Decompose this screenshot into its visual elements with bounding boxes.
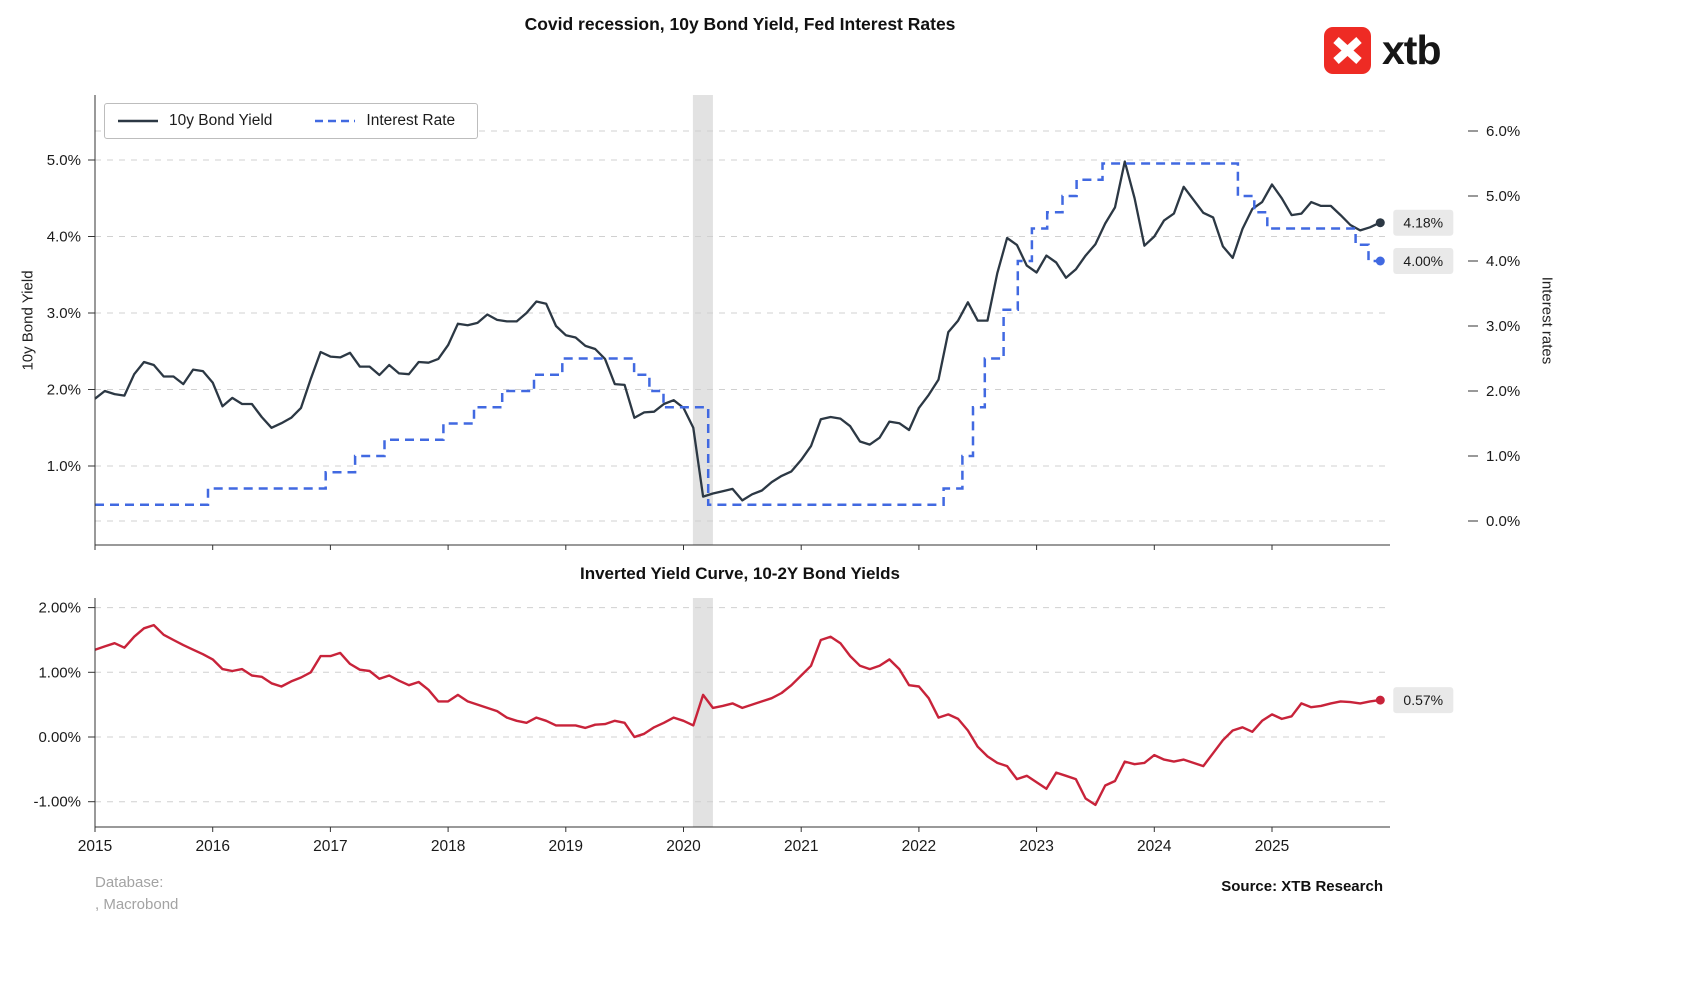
svg-text:1.00%: 1.00%: [38, 664, 81, 681]
svg-text:2023: 2023: [1019, 838, 1053, 855]
right-axis-title: Interest rates: [1538, 276, 1556, 365]
bottom-chart: 2.00% 1.00% 0.00% -1.00% 2015 2016 2017 2018 201…: [33, 598, 1454, 855]
legend-item-bond-yield: 10y Bond Yield: [117, 112, 272, 130]
top-axes: 5.0% 4.0% 3.0% 2.0% 1.0% 6.0% 5.0% 4.0% 3.0% 2.0%…: [47, 95, 1520, 550]
svg-text:3.0%: 3.0%: [1486, 318, 1520, 335]
svg-text:2.0%: 2.0%: [47, 382, 81, 399]
svg-text:5.0%: 5.0%: [47, 152, 81, 169]
bottom-axes: 2.00% 1.00% 0.00% -1.00% 2015 2016 2017 2018 201…: [33, 598, 1390, 855]
charts-svg: 5.0% 4.0% 3.0% 2.0% 1.0% 6.0% 5.0% 4.0% 3.0% 2.0%…: [33, 95, 1520, 855]
bond-yield-line-sample-icon: [118, 119, 158, 123]
recession-band-bottom: [692, 598, 713, 827]
svg-text:2015: 2015: [78, 838, 112, 855]
bond-yield-line: [94, 160, 1381, 502]
svg-text:0.00%: 0.00%: [38, 729, 81, 746]
legend-item-interest-rate: Interest Rate: [314, 112, 455, 130]
svg-text:4.00%: 4.00%: [1403, 253, 1443, 269]
recession-band-top: [692, 95, 713, 545]
bottom-end-labels: 0.57%: [1375, 687, 1454, 714]
svg-text:4.0%: 4.0%: [1486, 253, 1520, 270]
top-chart: 5.0% 4.0% 3.0% 2.0% 1.0% 6.0% 5.0% 4.0% 3.0% 2.0%…: [47, 95, 1520, 550]
xtb-logo: xtb: [1324, 27, 1441, 74]
svg-text:3.0%: 3.0%: [47, 305, 81, 322]
database-value: , Macrobond: [95, 896, 179, 913]
svg-text:2.0%: 2.0%: [1486, 383, 1520, 400]
svg-text:2018: 2018: [431, 838, 465, 855]
legend-label-interest-rate: Interest Rate: [366, 112, 456, 129]
xtb-logo-icon: [1324, 27, 1371, 74]
svg-text:4.18%: 4.18%: [1403, 215, 1443, 231]
bottom-chart-title: Inverted Yield Curve, 10-2Y Bond Yields: [580, 564, 900, 583]
svg-text:2019: 2019: [549, 838, 583, 855]
svg-text:5.0%: 5.0%: [1486, 188, 1520, 205]
bottom-gridlines: [95, 607, 1390, 803]
svg-text:2020: 2020: [666, 838, 701, 855]
svg-text:2021: 2021: [784, 838, 818, 855]
source-credit: Source: XTB Research: [1221, 878, 1383, 895]
top-chart-title: Covid recession, 10y Bond Yield, Fed Int…: [524, 14, 956, 34]
svg-text:2025: 2025: [1255, 838, 1289, 855]
svg-text:2022: 2022: [902, 838, 936, 855]
left-axis-title: 10y Bond Yield: [19, 270, 37, 371]
svg-text:1.0%: 1.0%: [1486, 448, 1520, 465]
top-end-labels: 4.18% 4.00%: [1375, 209, 1454, 274]
interest-rate-line-sample-icon: [315, 119, 356, 123]
legend-label-bond-yield: 10y Bond Yield: [169, 112, 273, 129]
svg-text:2016: 2016: [195, 838, 229, 855]
legend: 10y Bond Yield Interest Rate: [104, 103, 479, 139]
database-credit: Database: , Macrobond: [95, 872, 178, 916]
svg-text:2017: 2017: [313, 838, 347, 855]
svg-text:-1.00%: -1.00%: [33, 794, 81, 811]
svg-text:1.0%: 1.0%: [47, 458, 81, 475]
svg-text:2024: 2024: [1137, 838, 1172, 855]
svg-text:4.0%: 4.0%: [47, 229, 81, 246]
xtb-logo-text: xtb: [1382, 27, 1441, 73]
svg-text:0.0%: 0.0%: [1486, 513, 1520, 530]
spread-line: [94, 623, 1380, 807]
interest-rate-line: [95, 162, 1381, 507]
svg-text:0.57%: 0.57%: [1403, 692, 1443, 708]
svg-text:6.0%: 6.0%: [1486, 123, 1520, 140]
top-gridlines: [95, 130, 1390, 522]
svg-text:2.00%: 2.00%: [38, 600, 81, 617]
database-label: Database:: [95, 874, 164, 891]
